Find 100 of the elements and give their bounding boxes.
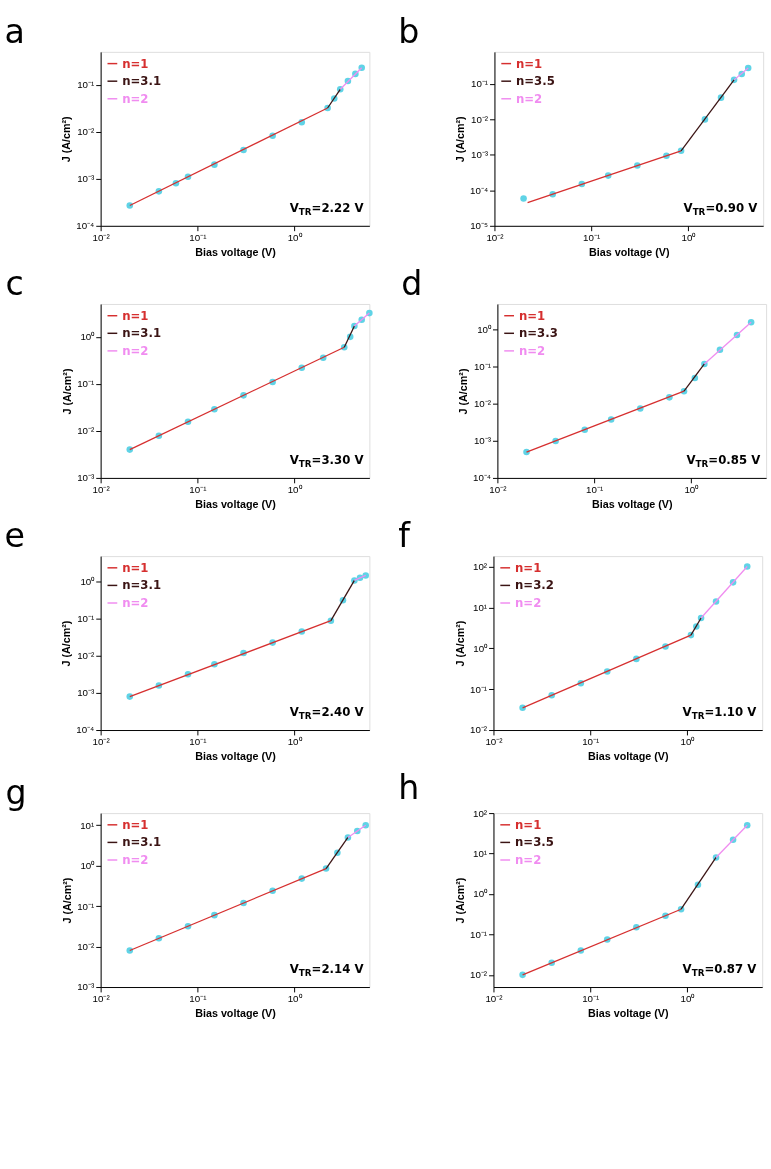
y-tick-label: 10⁰: [473, 888, 489, 900]
chart-title: a: [4, 12, 25, 52]
x-tick-label: 10⁻²: [485, 736, 504, 748]
y-tick-label: 10⁰: [80, 860, 96, 872]
x-tick-label: 10⁰: [680, 993, 696, 1005]
x-tick-label: 10⁻²: [92, 993, 111, 1005]
y-tick-label: 10⁻¹: [77, 900, 96, 912]
y-tick-label: 10²: [473, 807, 488, 819]
x-tick-label: 10⁻¹: [582, 993, 600, 1005]
x-tick-label: 10⁻¹: [189, 231, 208, 243]
x-tick-label: 10⁻²: [92, 484, 111, 496]
x-tick-label: 10⁻²: [489, 484, 508, 496]
x-tick-label: 10⁻¹: [189, 736, 208, 748]
legend-label: n=1: [122, 308, 149, 323]
y-axis-title: J (A/cm²): [454, 115, 467, 163]
x-tick-label: 10⁻¹: [586, 484, 604, 496]
y-tick-label: 10⁰: [80, 331, 96, 343]
legend-label: n=1: [122, 56, 149, 71]
legend-label: n=1: [514, 817, 542, 832]
y-axis-title: J (A/cm²): [61, 877, 74, 924]
legend-label: n=1: [122, 560, 149, 575]
x-tick-label: 10⁻²: [485, 993, 504, 1005]
y-axis-title: J (A/cm²): [60, 115, 73, 163]
y-tick-label: 10⁻³: [77, 981, 96, 993]
y-tick-label: 10⁻³: [77, 687, 96, 699]
y-tick-label: 10⁰: [477, 324, 493, 336]
legend-label: n=3.2: [514, 578, 554, 593]
x-axis-title: Bias voltage (V): [195, 245, 277, 258]
y-tick-label: 10⁻²: [77, 425, 96, 437]
y-tick-label: 10⁻¹: [470, 78, 489, 90]
y-tick-label: 10⁻²: [77, 650, 96, 662]
x-axis-title: Bias voltage (V): [591, 497, 673, 510]
legend-label: n=2: [518, 343, 546, 358]
y-tick-label: 10⁻⁴: [76, 724, 95, 736]
legend-label: n=2: [515, 91, 543, 106]
x-tick-label: 10⁻²: [486, 231, 505, 243]
x-tick-label: 10⁻²: [92, 231, 111, 243]
x-tick-label: 10⁰: [684, 484, 700, 496]
y-tick-label: 10²: [473, 560, 488, 572]
legend-label: n=3.1: [122, 74, 162, 89]
y-tick-label: 10¹: [80, 819, 96, 831]
y-tick-label: 10⁻²: [473, 398, 492, 410]
y-axis-title: J (A/cm²): [454, 620, 467, 667]
y-tick-label: 10⁻³: [470, 149, 489, 161]
legend-label: n=2: [122, 852, 149, 867]
y-tick-label: 10⁻¹: [77, 79, 96, 91]
legend-label: n=3.5: [514, 835, 554, 850]
y-tick-label: 10⁻⁴: [76, 220, 95, 232]
legend-label: n=1: [514, 560, 542, 575]
x-tick-label: 10⁻¹: [583, 231, 601, 243]
x-axis-title: Bias voltage (V): [588, 749, 670, 762]
legend-label: n=2: [514, 595, 542, 610]
y-tick-label: 10⁻²: [77, 126, 96, 138]
x-axis-title: Bias voltage (V): [195, 1006, 277, 1019]
legend-label: n=2: [122, 91, 149, 106]
y-tick-label: 10⁻³: [473, 435, 492, 447]
y-tick-label: 10⁻²: [470, 969, 488, 981]
y-tick-label: 10¹: [473, 847, 488, 859]
y-tick-label: 10⁻⁴: [470, 184, 489, 196]
y-axis-title: J (A/cm²): [61, 368, 74, 415]
y-tick-label: 10⁻⁵: [470, 220, 489, 232]
y-tick-label: 10⁻²: [470, 724, 488, 736]
y-tick-label: 10⁻¹: [77, 378, 96, 390]
x-axis-title: Bias voltage (V): [195, 749, 277, 762]
x-axis-title: Bias voltage (V): [589, 245, 670, 258]
y-tick-label: 10⁻³: [77, 173, 96, 185]
chart-title: f: [398, 516, 412, 556]
chart-title: h: [398, 768, 420, 808]
x-tick-label: 10⁻²: [92, 736, 111, 748]
y-axis-title: J (A/cm²): [60, 620, 73, 667]
legend-label: n=3.1: [122, 326, 162, 341]
y-tick-label: 10¹: [473, 601, 488, 613]
legend-label: n=3.1: [122, 578, 162, 593]
legend-label: n=3.3: [518, 326, 558, 341]
legend-label: n=1: [515, 56, 543, 71]
chart-title: e: [4, 516, 25, 556]
y-tick-label: 10⁰: [80, 576, 96, 588]
y-tick-label: 10⁻⁴: [472, 472, 492, 484]
y-tick-label: 10⁻¹: [470, 683, 488, 695]
legend-label: n=2: [514, 852, 542, 867]
y-tick-label: 10⁻³: [77, 472, 96, 484]
chart-title: c: [5, 264, 24, 304]
y-axis-title: J (A/cm²): [454, 877, 467, 924]
legend-label: n=2: [122, 595, 149, 610]
x-tick-label: 10⁻¹: [189, 993, 208, 1005]
y-tick-label: 10⁻¹: [77, 613, 96, 625]
y-tick-label: 10⁻²: [77, 941, 96, 953]
x-tick-label: 10⁻¹: [189, 484, 208, 496]
x-axis-title: Bias voltage (V): [588, 1006, 670, 1019]
x-tick-label: 10⁻¹: [582, 736, 600, 748]
y-axis-title: J (A/cm²): [457, 368, 470, 415]
x-tick-label: 10⁰: [287, 993, 303, 1005]
legend-label: n=1: [122, 817, 149, 832]
y-tick-label: 10⁰: [473, 642, 489, 654]
x-tick-label: 10⁰: [287, 736, 303, 748]
chart-title: g: [5, 773, 27, 813]
legend-label: n=1: [518, 308, 546, 323]
legend-label: n=3.1: [122, 835, 162, 850]
legend-label: n=3.5: [515, 74, 555, 89]
x-tick-label: 10⁰: [681, 231, 697, 243]
